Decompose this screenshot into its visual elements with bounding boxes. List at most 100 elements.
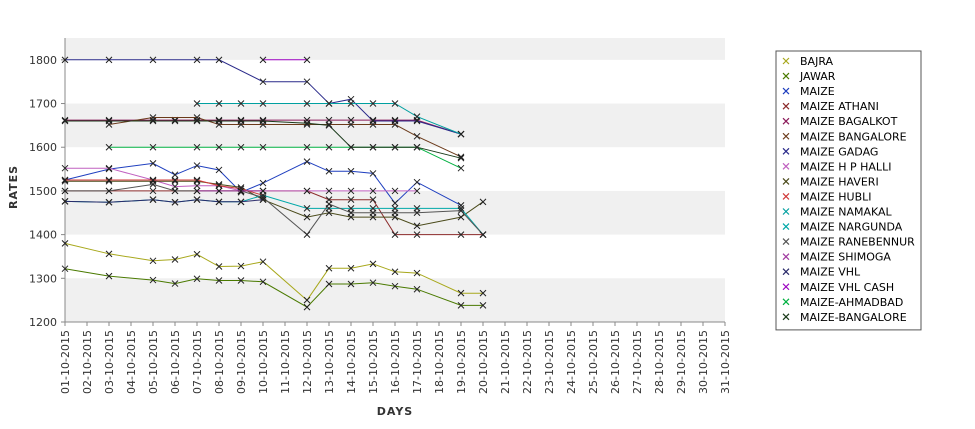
legend-marker: [782, 177, 790, 185]
data-point: [413, 113, 421, 120]
data-point: [61, 187, 69, 195]
x-tick-label: 23-10-2015: [543, 330, 556, 394]
legend-label: MAIZE: [800, 85, 835, 98]
data-point: [149, 56, 157, 64]
data-point: [61, 117, 69, 125]
data-point: [457, 130, 465, 138]
data-point: [215, 187, 223, 195]
x-tick-label: 12-10-2015: [301, 330, 314, 394]
legend-label: MAIZE VHL CASH: [800, 281, 894, 294]
data-point: [303, 158, 311, 166]
data-point: [215, 198, 223, 206]
legend-label: MAIZE ATHANI: [800, 100, 879, 113]
data-point: [325, 200, 333, 208]
data-point: [237, 143, 245, 151]
legend-label: MAIZE-AHMADBAD: [800, 296, 903, 309]
legend-box: [775, 50, 922, 331]
data-point: [193, 275, 201, 283]
data-point: [237, 100, 245, 107]
data-point: [369, 170, 377, 177]
data-point: [149, 177, 157, 185]
x-tick-label: 05-10-2015: [147, 330, 160, 394]
series-jawar: [61, 265, 487, 311]
data-point: [457, 164, 465, 172]
legend-item: MAIZE BAGALKOT: [782, 115, 898, 128]
data-point: [457, 289, 465, 297]
y-axis-title: RATES: [7, 165, 20, 209]
x-tick-label: 25-10-2015: [587, 330, 600, 394]
y-tick-label: 1500: [29, 185, 57, 198]
data-point: [303, 303, 311, 311]
x-tick-label: 26-10-2015: [609, 330, 622, 394]
x-tick-label: 27-10-2015: [631, 330, 644, 394]
data-point: [457, 153, 465, 161]
data-point: [457, 213, 465, 221]
data-point: [369, 143, 377, 151]
series-line: [65, 179, 264, 196]
data-point: [259, 258, 267, 266]
data-point: [391, 199, 399, 207]
legend-item: MAIZE H P HALLI: [782, 160, 891, 173]
data-point: [215, 182, 223, 190]
data-point: [347, 264, 355, 272]
data-point: [391, 100, 399, 107]
data-point: [391, 117, 399, 125]
data-point: [105, 176, 113, 184]
series-maize-shimoga: [193, 187, 267, 195]
data-point: [237, 187, 245, 195]
data-point: [259, 100, 267, 107]
data-point: [325, 143, 333, 151]
legend-label: JAWAR: [799, 70, 836, 83]
data-point: [413, 143, 421, 151]
data-point: [369, 260, 377, 268]
y-tick-label: 1300: [29, 272, 57, 285]
data-point: [193, 56, 201, 64]
data-point: [325, 122, 333, 129]
data-point: [347, 209, 355, 217]
data-point: [193, 250, 201, 258]
legend-marker: [782, 147, 790, 155]
legend-item: MAIZE HUBLI: [782, 190, 871, 203]
data-point: [171, 116, 179, 124]
legend-label: MAIZE BANGALORE: [800, 130, 907, 143]
data-point: [413, 132, 421, 140]
data-point: [479, 289, 487, 297]
grid-band: [65, 103, 725, 148]
legend-item: MAIZE-BANGALORE: [782, 311, 907, 324]
data-point: [105, 250, 113, 258]
data-point: [215, 117, 223, 125]
data-point: [457, 201, 465, 209]
data-point: [237, 198, 245, 206]
data-point: [369, 187, 377, 195]
data-point: [259, 143, 267, 151]
legend-marker: [782, 117, 790, 125]
data-point: [303, 56, 311, 64]
data-point: [149, 196, 157, 204]
data-point: [259, 196, 267, 204]
legend-label: MAIZE SHIMOGA: [800, 251, 891, 264]
data-point: [369, 279, 377, 287]
data-point: [215, 56, 223, 64]
data-point: [149, 117, 157, 125]
data-point: [237, 277, 245, 284]
legend-marker: [782, 283, 790, 291]
legend-marker: [782, 162, 790, 170]
data-point: [391, 282, 399, 290]
legend-marker: [782, 57, 790, 65]
data-point: [193, 117, 201, 125]
data-point: [369, 117, 377, 125]
data-point: [413, 285, 421, 293]
data-point: [457, 154, 465, 162]
data-point: [215, 143, 223, 151]
x-tick-label: 17-10-2015: [411, 330, 424, 394]
data-point: [413, 231, 421, 238]
series-line: [65, 180, 484, 227]
x-tick-label: 11-10-2015: [279, 330, 292, 394]
data-point: [479, 231, 487, 238]
data-point: [105, 117, 113, 125]
legend-label: MAIZE GADAG: [800, 145, 878, 158]
x-tick-label: 03-10-2015: [103, 330, 116, 394]
y-tick-label: 1400: [29, 229, 57, 242]
data-point: [347, 196, 355, 204]
